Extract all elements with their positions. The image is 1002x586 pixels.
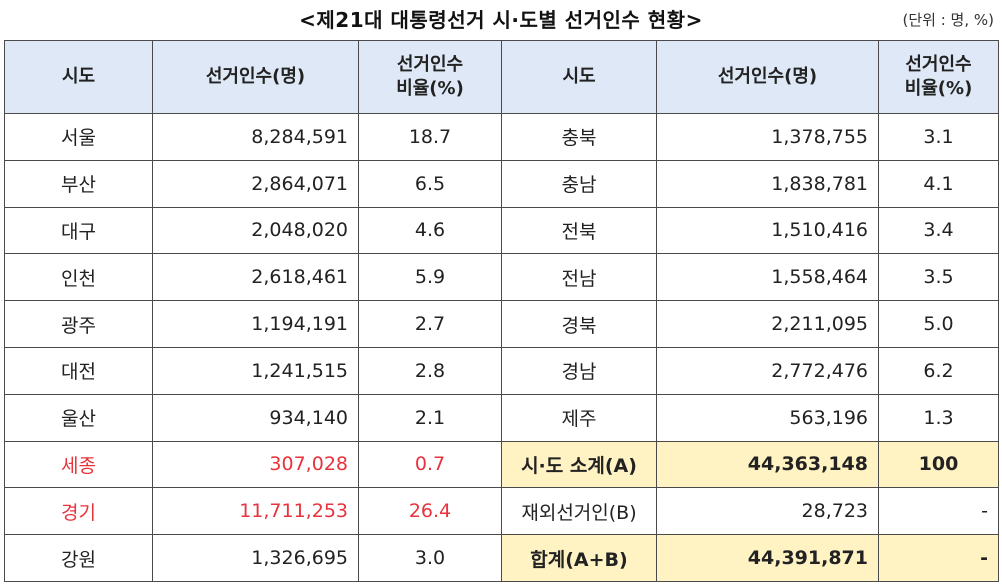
table-row: 강원 1,326,695 3.0 합계(A+B) 44,391,871 - <box>4 534 999 582</box>
table-row: 세종 307,028 0.7 시·도 소계(A) 44,363,148 100 <box>4 440 999 489</box>
region-cell: 경남 <box>501 346 657 395</box>
voters-cell: 1,558,464 <box>656 253 879 302</box>
overseas-label-cell: 재외선거인(B) <box>501 487 657 536</box>
region-cell: 충남 <box>501 159 657 208</box>
subtotal-voters-cell: 44,363,148 <box>656 440 879 489</box>
voters-cell: 2,048,020 <box>152 206 359 255</box>
unit-note: (단위 : 명, %) <box>902 11 994 29</box>
voters-cell: 2,864,071 <box>152 159 359 208</box>
region-cell: 제주 <box>501 393 657 442</box>
region-cell: 울산 <box>4 393 153 442</box>
header-ratio-line1: 선거인수 <box>396 54 464 75</box>
voters-cell: 1,510,416 <box>656 206 879 255</box>
region-cell: 대구 <box>4 206 153 255</box>
table-title: <제21대 대통령선거 시·도별 선거인수 현황> <box>299 8 703 32</box>
ratio-cell: 4.6 <box>358 206 502 255</box>
voter-count-table: 시도 선거인수(명) 선거인수 비율(%) 시도 선거인수(명) 선거인수 비율… <box>4 40 999 582</box>
total-ratio-cell: - <box>878 534 999 582</box>
header-voters-left: 선거인수(명) <box>152 40 359 114</box>
header-ratio-line2: 비율(%) <box>904 78 973 99</box>
ratio-cell: 18.7 <box>358 113 502 161</box>
ratio-cell: 6.2 <box>878 346 999 395</box>
region-cell: 부산 <box>4 159 153 208</box>
ratio-cell: 2.1 <box>358 393 502 442</box>
subtotal-label-cell: 시·도 소계(A) <box>501 440 657 489</box>
region-cell: 충북 <box>501 113 657 161</box>
table-row: 서울 8,284,591 18.7 충북 1,378,755 3.1 <box>4 113 999 161</box>
voters-cell: 2,618,461 <box>152 253 359 302</box>
voters-cell: 2,772,476 <box>656 346 879 395</box>
table-row: 대전 1,241,515 2.8 경남 2,772,476 6.2 <box>4 346 999 395</box>
header-ratio-right: 선거인수 비율(%) <box>878 40 999 114</box>
header-voters-right: 선거인수(명) <box>656 40 879 114</box>
overseas-voters-cell: 28,723 <box>656 487 879 536</box>
table-row: 울산 934,140 2.1 제주 563,196 1.3 <box>4 393 999 442</box>
table-row: 광주 1,194,191 2.7 경북 2,211,095 5.0 <box>4 300 999 348</box>
voters-cell: 11,711,253 <box>152 487 359 536</box>
voters-cell: 1,194,191 <box>152 300 359 348</box>
header-region-left: 시도 <box>4 40 153 114</box>
region-cell: 세종 <box>4 440 153 489</box>
ratio-cell: 6.5 <box>358 159 502 208</box>
ratio-cell: 3.5 <box>878 253 999 302</box>
table-row: 경기 11,711,253 26.4 재외선거인(B) 28,723 - <box>4 487 999 536</box>
region-cell: 전북 <box>501 206 657 255</box>
ratio-cell: 3.1 <box>878 113 999 161</box>
voters-cell: 1,378,755 <box>656 113 879 161</box>
ratio-cell: 2.7 <box>358 300 502 348</box>
subtotal-ratio-cell: 100 <box>878 440 999 489</box>
total-label-cell: 합계(A+B) <box>501 534 657 582</box>
voters-cell: 1,241,515 <box>152 346 359 395</box>
voters-cell: 1,838,781 <box>656 159 879 208</box>
voters-cell: 307,028 <box>152 440 359 489</box>
ratio-cell: 2.8 <box>358 346 502 395</box>
header-ratio-line1: 선거인수 <box>905 54 972 75</box>
header-ratio-line2: 비율(%) <box>396 78 464 99</box>
ratio-cell: 0.7 <box>358 440 502 489</box>
voters-cell: 1,326,695 <box>152 534 359 582</box>
table-row: 부산 2,864,071 6.5 충남 1,838,781 4.1 <box>4 159 999 208</box>
ratio-cell: 5.9 <box>358 253 502 302</box>
voters-cell: 563,196 <box>656 393 879 442</box>
region-cell: 대전 <box>4 346 153 395</box>
ratio-cell: 4.1 <box>878 159 999 208</box>
region-cell: 경기 <box>4 487 153 536</box>
voters-cell: 2,211,095 <box>656 300 879 348</box>
header-region-right: 시도 <box>501 40 657 114</box>
ratio-cell: 3.4 <box>878 206 999 255</box>
header-ratio-left: 선거인수 비율(%) <box>358 40 502 114</box>
voters-cell: 8,284,591 <box>152 113 359 161</box>
ratio-cell: 3.0 <box>358 534 502 582</box>
header-row: 시도 선거인수(명) 선거인수 비율(%) 시도 선거인수(명) 선거인수 비율… <box>4 40 999 114</box>
voters-cell: 934,140 <box>152 393 359 442</box>
region-cell: 전남 <box>501 253 657 302</box>
table-row: 대구 2,048,020 4.6 전북 1,510,416 3.4 <box>4 206 999 255</box>
total-voters-cell: 44,391,871 <box>656 534 879 582</box>
region-cell: 광주 <box>4 300 153 348</box>
region-cell: 인천 <box>4 253 153 302</box>
region-cell: 경북 <box>501 300 657 348</box>
region-cell: 서울 <box>4 113 153 161</box>
overseas-ratio-cell: - <box>878 487 999 536</box>
region-cell: 강원 <box>4 534 153 582</box>
ratio-cell: 26.4 <box>358 487 502 536</box>
table-row: 인천 2,618,461 5.9 전남 1,558,464 3.5 <box>4 253 999 302</box>
ratio-cell: 1.3 <box>878 393 999 442</box>
ratio-cell: 5.0 <box>878 300 999 348</box>
